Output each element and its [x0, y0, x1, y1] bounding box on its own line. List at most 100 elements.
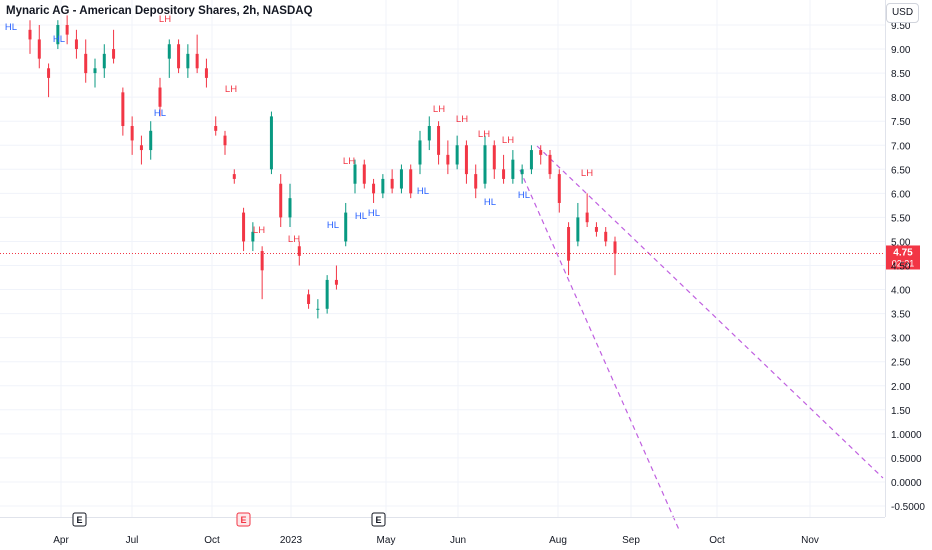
swing-label-hl: HL	[53, 34, 65, 45]
candle	[167, 39, 171, 78]
time-tick-label: Nov	[801, 535, 819, 546]
price-tick-label: 1.50	[891, 406, 911, 417]
candle-body	[56, 25, 60, 45]
candle-body	[204, 68, 208, 78]
candle-body	[28, 29, 32, 40]
candle-body	[297, 246, 301, 256]
candle-body	[464, 145, 468, 175]
candle	[242, 207, 246, 252]
candle	[427, 116, 431, 151]
candle	[316, 299, 320, 319]
price-tick-label: 9.00	[891, 45, 911, 56]
candle-body	[567, 227, 571, 261]
candle-body	[112, 49, 116, 59]
candle-body	[37, 39, 41, 59]
candle-body	[613, 241, 617, 254]
candle	[279, 174, 283, 228]
candle-body	[437, 126, 441, 155]
candle-body	[502, 169, 506, 179]
candle	[604, 227, 608, 247]
candle-body	[65, 25, 69, 35]
candle-body	[520, 169, 524, 175]
candle	[28, 20, 32, 54]
swing-label-lh: LH	[478, 129, 490, 140]
candle-body	[149, 130, 153, 151]
price-tick-label: 6.50	[891, 165, 911, 176]
time-tick-label: Jun	[450, 535, 466, 546]
trend-lines[interactable]	[519, 145, 884, 533]
candle-body	[604, 231, 608, 242]
candle-body	[399, 169, 403, 189]
candle	[260, 246, 264, 300]
candle	[297, 241, 301, 266]
swing-label-lh: LH	[343, 156, 355, 167]
candle	[177, 39, 181, 74]
candle-body	[139, 145, 143, 151]
candle	[288, 183, 292, 228]
candle	[409, 164, 413, 199]
candle	[121, 87, 125, 136]
price-tick-label: -0.5000	[891, 502, 925, 513]
trend-line-lower[interactable]	[519, 169, 681, 533]
candle-body	[195, 53, 199, 69]
candle	[353, 159, 357, 194]
candle	[418, 130, 422, 175]
candle-body	[594, 227, 598, 232]
candle-body	[344, 212, 348, 242]
time-tick-label: May	[377, 535, 396, 546]
candle-body	[548, 154, 552, 175]
trend-line-upper[interactable]	[536, 145, 884, 479]
candle-body	[511, 159, 515, 179]
candle-body	[214, 126, 218, 131]
candle-body	[93, 68, 97, 74]
candle	[502, 154, 506, 184]
candle	[567, 222, 571, 276]
candle-body	[316, 308, 320, 310]
candle-body	[47, 68, 51, 78]
earnings-marker-box[interactable]	[236, 512, 251, 527]
swing-label-hl: HL	[355, 211, 367, 222]
swing-label-lh: LH	[159, 14, 171, 25]
candle-body	[381, 178, 385, 194]
candle-body	[409, 169, 413, 194]
candle	[529, 145, 533, 175]
swing-label-hl: HL	[518, 190, 530, 201]
price-tick-label: 2.00	[891, 382, 911, 393]
candle	[334, 265, 338, 290]
candle	[344, 202, 348, 247]
candle-body	[557, 174, 561, 203]
swing-label-hl: HL	[368, 208, 380, 219]
time-tick-label: Jul	[126, 535, 139, 546]
price-tick-label: 0.0000	[891, 478, 922, 489]
currency-button[interactable]: USD	[886, 3, 919, 23]
candle	[65, 15, 69, 45]
swing-label-hl: HL	[327, 220, 339, 231]
candle	[186, 44, 190, 78]
candle-body	[269, 116, 273, 170]
earnings-marker[interactable]: E	[236, 512, 251, 527]
swing-label-lh: LH	[288, 234, 300, 245]
candle	[585, 193, 589, 228]
candle	[102, 44, 106, 78]
earnings-marker-box[interactable]	[371, 512, 386, 527]
candle-body	[130, 126, 134, 141]
price-tick-label: 4.50	[891, 262, 911, 273]
candle	[539, 145, 543, 165]
earnings-marker[interactable]: E	[72, 512, 87, 527]
candle	[381, 174, 385, 199]
earnings-marker-box[interactable]	[72, 512, 87, 527]
candle-body	[455, 145, 459, 165]
price-tick-label: 9.50	[891, 21, 911, 32]
candle	[557, 169, 561, 213]
time-tick-label: Aug	[549, 535, 567, 546]
candle	[232, 169, 236, 184]
candle	[613, 236, 617, 276]
earnings-marker[interactable]: E	[371, 512, 386, 527]
candle-body	[585, 212, 589, 223]
candle-body	[279, 183, 283, 218]
candle-body	[158, 87, 162, 107]
